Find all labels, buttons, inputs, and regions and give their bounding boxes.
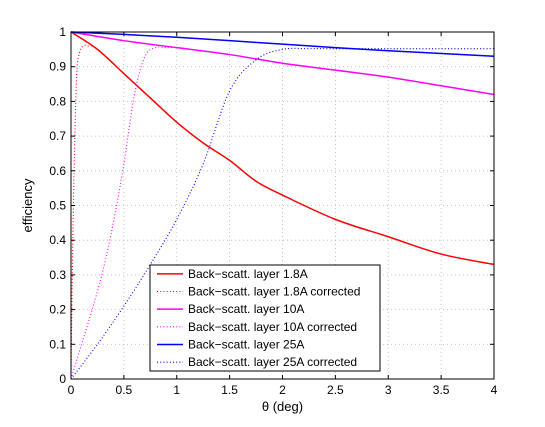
x-tick-label: 2 bbox=[279, 383, 286, 397]
ticks: 0 0.5 1 1.5 2 2.5 3 3.5 4 0 0.1 0.2 0.3 0.4 0.5 0.6 0.7 0… bbox=[49, 25, 497, 397]
x-tick-label: 0 bbox=[68, 383, 75, 397]
legend-label: Back−scatt. layer 10A corrected bbox=[188, 320, 357, 334]
y-tick-label: 0.1 bbox=[49, 337, 66, 351]
legend-label: Back−scatt. layer 1.8A corrected bbox=[188, 285, 360, 299]
legend-label: Back−scatt. layer 25A bbox=[188, 338, 304, 352]
series-line-3 bbox=[70, 31, 495, 96]
series-group bbox=[70, 31, 495, 380]
x-tick-label: 1.5 bbox=[221, 383, 238, 397]
y-tick-label: 0.9 bbox=[49, 60, 66, 74]
y-tick-label: 0.5 bbox=[49, 199, 66, 213]
x-tick-label: 1 bbox=[173, 383, 180, 397]
y-tick-label: 1 bbox=[59, 25, 66, 39]
legend-label: Back−scatt. layer 25A corrected bbox=[188, 355, 357, 369]
x-tick-label: 3.5 bbox=[433, 383, 450, 397]
legend-box bbox=[149, 264, 381, 372]
y-tick-label: 0.3 bbox=[49, 268, 66, 282]
y-tick-label: 0 bbox=[59, 372, 66, 386]
y-tick-label: 0.7 bbox=[49, 129, 66, 143]
x-tick-label: 0.5 bbox=[116, 383, 133, 397]
legend-label: Back−scatt. layer 10A bbox=[188, 302, 304, 316]
grid bbox=[71, 32, 494, 379]
legend: Back−scatt. layer 1.8A Back−scatt. layer … bbox=[149, 264, 381, 372]
y-tick-label: 0.2 bbox=[49, 303, 66, 317]
y-tick-label: 0.6 bbox=[49, 164, 66, 178]
series-line-5 bbox=[70, 31, 495, 58]
x-tick-label: 2.5 bbox=[327, 383, 344, 397]
series-line-4 bbox=[70, 46, 177, 380]
x-tick-label: 4 bbox=[491, 383, 498, 397]
x-axis-label: θ (deg) bbox=[262, 399, 303, 414]
y-axis-label: efficiency bbox=[20, 178, 35, 232]
legend-label: Back−scatt. layer 1.8A bbox=[188, 267, 308, 281]
series-line-1 bbox=[70, 31, 495, 266]
y-tick-label: 0.4 bbox=[49, 233, 66, 247]
x-tick-label: 3 bbox=[385, 383, 392, 397]
y-tick-label: 0.8 bbox=[49, 94, 66, 108]
